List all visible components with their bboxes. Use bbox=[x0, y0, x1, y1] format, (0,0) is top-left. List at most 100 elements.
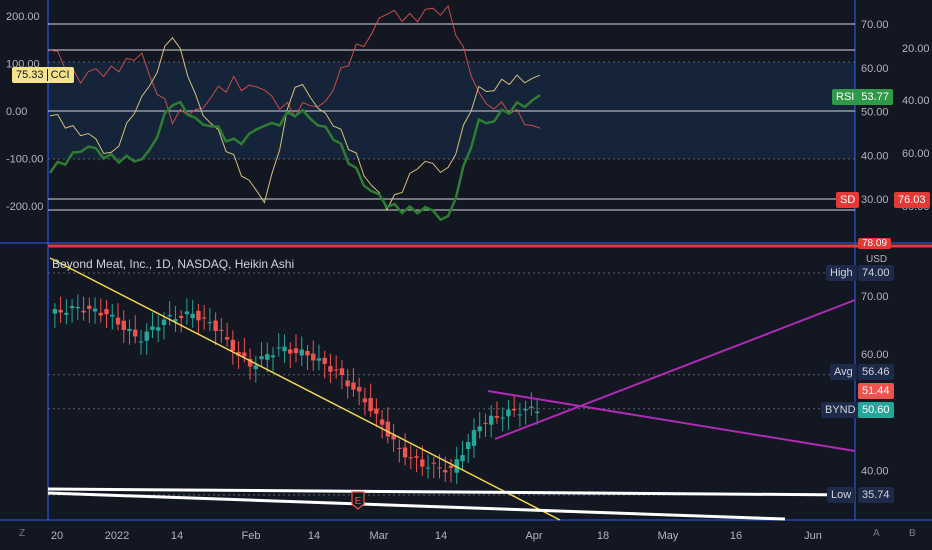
sd-value: 76.03 bbox=[898, 194, 926, 206]
cci-axis-label: -200.00 bbox=[6, 201, 43, 213]
candle-body bbox=[81, 310, 86, 313]
price-axis-label: 60.00 bbox=[861, 349, 889, 361]
yellow-downtrend-line bbox=[49, 257, 561, 521]
rsi-axis-label: 60.00 bbox=[861, 63, 889, 75]
candle-body bbox=[408, 457, 414, 459]
candle-body bbox=[385, 421, 391, 437]
candle-body bbox=[259, 356, 264, 360]
candle-body bbox=[201, 317, 207, 319]
rsi-name: RSI bbox=[836, 91, 855, 103]
candle-body bbox=[282, 346, 287, 352]
bynd-label: BYND bbox=[825, 404, 856, 416]
rsi-tag: RSI 53.77 bbox=[832, 89, 893, 105]
candle-body bbox=[253, 365, 259, 370]
candle-body bbox=[133, 329, 138, 337]
candle-body bbox=[466, 441, 471, 449]
currency-label: USD bbox=[866, 254, 888, 265]
candle-body bbox=[270, 355, 276, 358]
low-label-tag: Low bbox=[827, 487, 856, 503]
rsi-series-line bbox=[48, 94, 541, 222]
bynd-value: 50.60 bbox=[862, 404, 890, 416]
candle-body bbox=[534, 411, 540, 413]
candle-body bbox=[69, 306, 75, 309]
candle-body bbox=[328, 366, 333, 372]
cci-name: CCI bbox=[46, 69, 70, 81]
a-button[interactable]: A bbox=[873, 528, 880, 539]
candle-body bbox=[471, 430, 477, 446]
high-value-tag: 74.00 bbox=[858, 265, 894, 281]
high-label-tag: High bbox=[826, 265, 857, 281]
candle-body bbox=[477, 426, 482, 432]
candle-body bbox=[305, 350, 310, 356]
avg-value: 56.46 bbox=[862, 366, 890, 378]
candle-body bbox=[75, 306, 81, 309]
candle-body bbox=[494, 416, 500, 418]
candle-body bbox=[224, 337, 230, 340]
separator-price-tag: 78.09 bbox=[858, 238, 892, 249]
candle-body bbox=[414, 456, 419, 458]
candle-body bbox=[523, 409, 528, 411]
candle-body bbox=[425, 467, 431, 469]
separator-price: 78.09 bbox=[862, 238, 888, 249]
candle-body bbox=[92, 308, 98, 312]
candle-body bbox=[87, 305, 92, 309]
avg-label: Avg bbox=[834, 366, 853, 378]
far-right-axis-label: 20.00 bbox=[902, 43, 930, 55]
avg-value-tag: 56.46 bbox=[858, 364, 894, 380]
candle-body bbox=[345, 380, 350, 387]
cci-value-tag: 75.33 CCI bbox=[12, 67, 74, 83]
candle-body bbox=[437, 467, 442, 469]
cci-axis-label: 0.00 bbox=[6, 106, 27, 118]
far-right-axis-label: 40.00 bbox=[902, 95, 930, 107]
candle-body bbox=[489, 415, 494, 425]
candle-body bbox=[506, 409, 511, 417]
candle-body bbox=[311, 353, 316, 361]
candle-body bbox=[138, 341, 144, 343]
sd-name-tag: SD bbox=[836, 192, 860, 208]
high-label: High bbox=[830, 267, 853, 279]
time-axis-label: Mar bbox=[370, 530, 389, 542]
time-axis-label: Feb bbox=[242, 530, 261, 542]
channel-falling-line bbox=[487, 390, 856, 452]
candle-body bbox=[517, 414, 523, 416]
rsi-value: 53.77 bbox=[861, 91, 889, 103]
time-axis-label: 14 bbox=[171, 530, 183, 542]
candle-body bbox=[219, 329, 224, 331]
channel-rising-line bbox=[494, 299, 856, 440]
candle-body bbox=[316, 358, 322, 361]
candle-body bbox=[460, 455, 465, 462]
candle-body bbox=[230, 339, 236, 351]
candle-body bbox=[173, 319, 178, 322]
candle-body bbox=[144, 331, 149, 341]
candle-body bbox=[483, 422, 488, 424]
candle-body bbox=[500, 417, 505, 419]
time-axis-label: Apr bbox=[525, 530, 542, 542]
sd-name: SD bbox=[840, 194, 856, 206]
time-axis-label: Jun bbox=[804, 530, 822, 542]
rsi-axis-label: 70.00 bbox=[861, 19, 889, 31]
far-right-axis-label: 60.00 bbox=[902, 148, 930, 160]
candle-body bbox=[98, 312, 103, 316]
candle-body bbox=[431, 462, 436, 464]
price-axis-label: 40.00 bbox=[861, 465, 889, 477]
symbol-title[interactable]: Beyond Meat, Inc., 1D, NASDAQ, Heikin As… bbox=[52, 257, 295, 271]
candle-body bbox=[397, 447, 402, 449]
time-axis-label: 2022 bbox=[105, 530, 129, 542]
candle-body bbox=[391, 435, 396, 440]
candle-body bbox=[52, 308, 58, 314]
candle-body bbox=[454, 459, 459, 473]
time-axis-label: 14 bbox=[308, 530, 320, 542]
b-button[interactable]: B bbox=[909, 528, 916, 539]
avg-label-tag: Avg bbox=[830, 364, 857, 380]
price-red-tag: 51.44 bbox=[858, 383, 894, 399]
candle-body bbox=[288, 349, 293, 354]
candle-body bbox=[368, 398, 373, 412]
candle-body bbox=[379, 419, 385, 425]
sd-value-tag: 76.03 bbox=[894, 192, 930, 208]
candle-body bbox=[402, 447, 408, 458]
time-axis-label: 20 bbox=[51, 530, 63, 542]
z-button[interactable]: Z bbox=[19, 528, 26, 539]
candle-body bbox=[448, 465, 454, 468]
high-value: 74.00 bbox=[862, 267, 890, 279]
